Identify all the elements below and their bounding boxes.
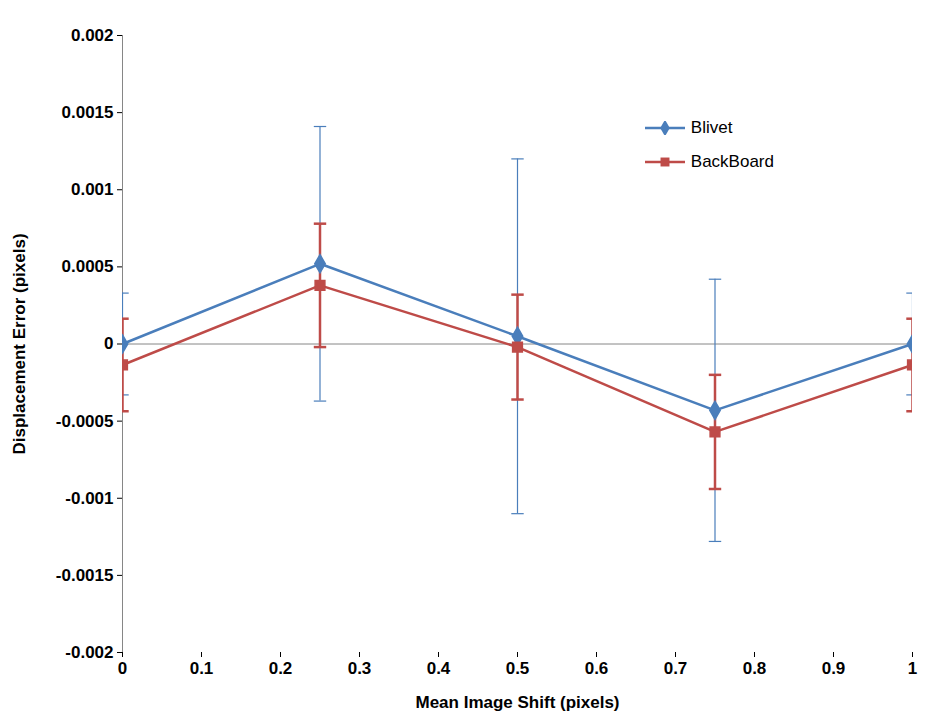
svg-text:0.0005: 0.0005 [62, 257, 114, 276]
svg-text:-0.001: -0.001 [65, 489, 113, 508]
svg-text:1: 1 [908, 659, 917, 678]
svg-text:0.8: 0.8 [743, 659, 767, 678]
svg-text:0: 0 [104, 334, 113, 353]
svg-text:-0.0015: -0.0015 [56, 566, 114, 585]
svg-text:0: 0 [118, 659, 127, 678]
svg-text:-0.002: -0.002 [65, 643, 113, 662]
svg-text:Displacement Error (pixels): Displacement Error (pixels) [10, 233, 29, 454]
svg-text:0.5: 0.5 [506, 659, 530, 678]
svg-text:0.002: 0.002 [71, 26, 114, 45]
svg-text:-0.0005: -0.0005 [56, 412, 114, 431]
svg-text:Mean Image Shift (pixels): Mean Image Shift (pixels) [415, 693, 619, 712]
svg-text:0.2: 0.2 [269, 659, 293, 678]
svg-text:0.3: 0.3 [348, 659, 372, 678]
svg-text:0.4: 0.4 [427, 659, 451, 678]
html-text:Blivet: Blivet [690, 118, 733, 137]
svg-text:0.7: 0.7 [664, 659, 688, 678]
svg-text:0.001: 0.001 [71, 180, 114, 199]
svg-text:0.9: 0.9 [822, 659, 846, 678]
html-text:BackBoard: BackBoard [690, 152, 774, 171]
svg-text:0.6: 0.6 [585, 659, 609, 678]
svg-text:0.1: 0.1 [190, 659, 214, 678]
svg-text:0.0015: 0.0015 [62, 103, 114, 122]
